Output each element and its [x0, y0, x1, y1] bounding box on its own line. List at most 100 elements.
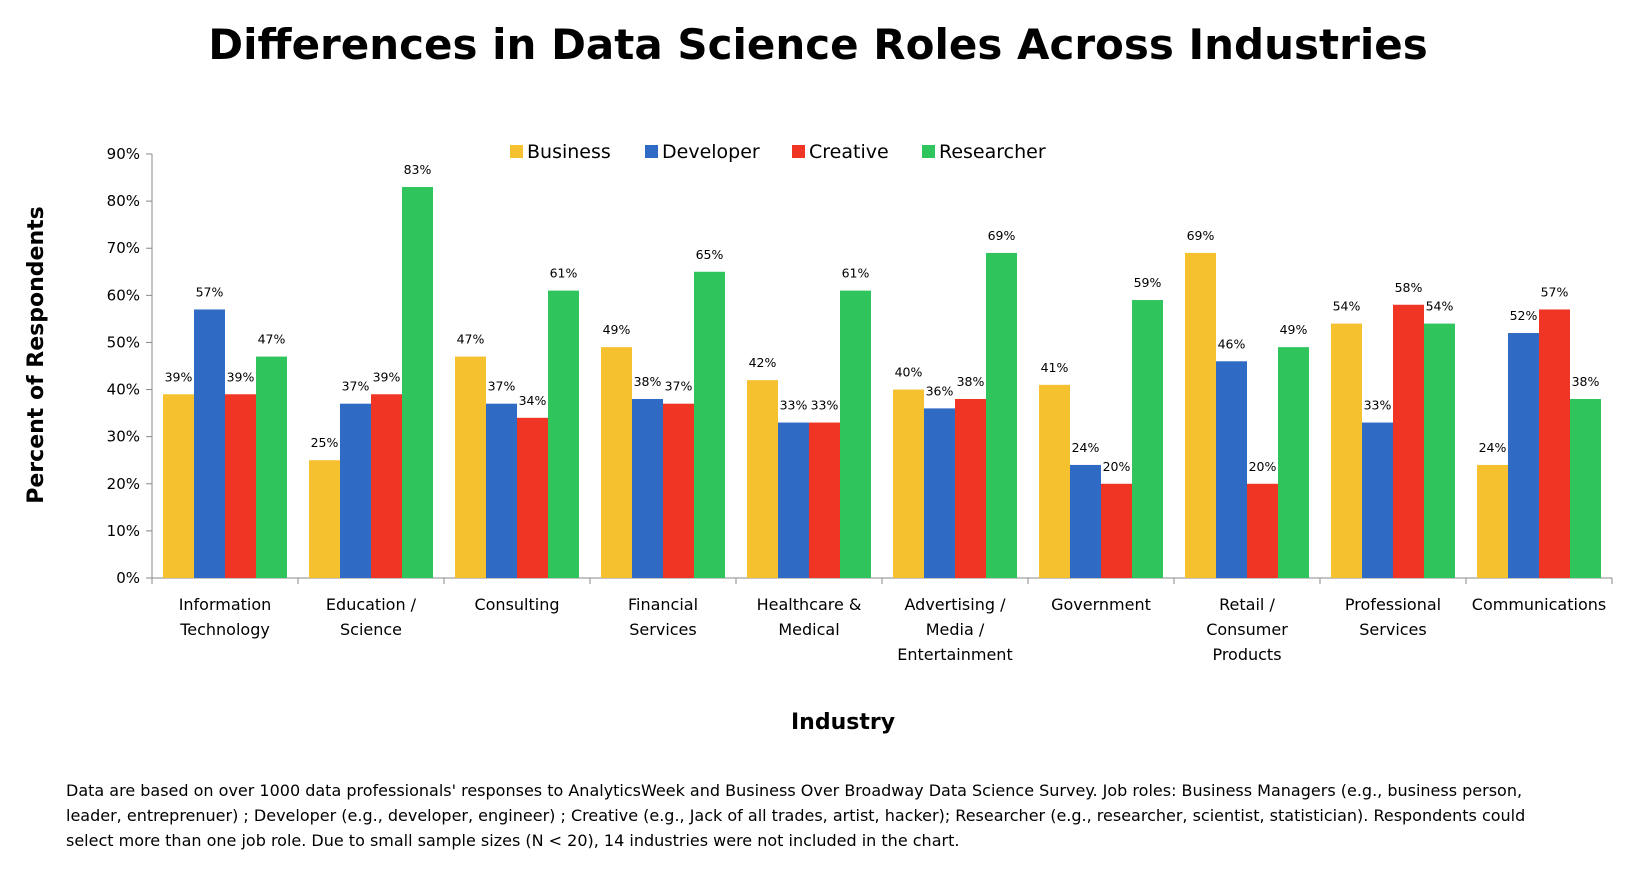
- data-label: 57%: [196, 284, 224, 299]
- data-label: 20%: [1249, 459, 1277, 474]
- bar-business: [455, 356, 486, 578]
- data-label: 59%: [1134, 275, 1162, 290]
- data-label: 24%: [1072, 440, 1100, 455]
- y-tick-label: 70%: [107, 239, 140, 257]
- x-tick-label: Professional: [1345, 595, 1441, 614]
- legend-label-creative: Creative: [809, 141, 889, 163]
- x-tick-label: Consulting: [474, 595, 559, 614]
- bar-business: [1039, 384, 1070, 578]
- bar-creative: [955, 398, 986, 578]
- bar-business: [163, 394, 194, 578]
- bar-creative: [663, 403, 694, 578]
- data-label: 33%: [811, 398, 839, 413]
- bar-researcher: [1424, 323, 1455, 578]
- y-tick-label: 50%: [107, 333, 140, 351]
- bar-researcher: [840, 290, 871, 578]
- y-tick-label: 0%: [116, 569, 140, 587]
- data-label: 47%: [258, 332, 286, 347]
- bar-business: [309, 460, 340, 578]
- data-label: 61%: [550, 266, 578, 281]
- legend: Business Developer Creative Researcher: [510, 141, 1046, 163]
- data-label: 61%: [842, 266, 870, 281]
- data-label: 33%: [1364, 398, 1392, 413]
- bar-business: [1331, 323, 1362, 578]
- x-tick-label: Science: [340, 620, 402, 639]
- data-label: 65%: [696, 247, 724, 262]
- data-label: 38%: [1572, 374, 1600, 389]
- legend-label-researcher: Researcher: [939, 141, 1046, 163]
- bar-developer: [1362, 422, 1393, 578]
- y-axis: 0% 10% 20% 30% 40% 50% 60% 70% 80% 90%: [107, 145, 1613, 587]
- data-label: 47%: [457, 332, 485, 347]
- data-label: 57%: [1541, 284, 1569, 299]
- data-label: 69%: [988, 228, 1016, 243]
- y-tick-label: 40%: [107, 381, 140, 399]
- bar-developer: [778, 422, 809, 578]
- bar-creative: [225, 394, 256, 578]
- bar-researcher: [986, 252, 1017, 578]
- bar-creative: [1393, 304, 1424, 578]
- data-label: 83%: [404, 162, 432, 177]
- data-labels: 39%25%47%49%42%40% 41%69%54%24%57%37% 37% 3…: [165, 162, 1600, 474]
- y-tick-label: 80%: [107, 192, 140, 210]
- chart-title: Differences in Data Science Roles Across…: [208, 20, 1428, 69]
- data-label: 38%: [634, 374, 662, 389]
- x-tick-label: Services: [629, 620, 696, 639]
- y-tick-label: 30%: [107, 428, 140, 446]
- x-tick-label: Retail /: [1219, 595, 1275, 614]
- bar-researcher: [402, 186, 433, 578]
- bar-developer: [1508, 333, 1539, 578]
- data-label: 52%: [1510, 308, 1538, 323]
- x-tick-label: Advertising /: [905, 595, 1007, 614]
- legend-swatch-creative: [792, 145, 805, 158]
- bar-developer: [340, 403, 371, 578]
- x-tick-label: Information: [179, 595, 272, 614]
- data-label: 20%: [1103, 459, 1131, 474]
- legend-swatch-business: [510, 145, 523, 158]
- x-tick-label: Products: [1212, 645, 1281, 664]
- data-label: 54%: [1333, 299, 1361, 314]
- bar-developer: [1070, 464, 1101, 578]
- legend-label-business: Business: [527, 141, 611, 163]
- bar-developer: [194, 309, 225, 578]
- bar-developer: [924, 408, 955, 578]
- bar-creative: [1539, 309, 1570, 578]
- data-label: 37%: [342, 379, 370, 394]
- bar-business: [1185, 252, 1216, 578]
- data-label: 54%: [1426, 299, 1454, 314]
- bar-creative: [1247, 483, 1278, 578]
- bar-researcher: [1132, 300, 1163, 578]
- data-label: 69%: [1187, 228, 1215, 243]
- y-axis-title: Percent of Respondents: [24, 206, 49, 503]
- x-tick-label: Healthcare &: [757, 595, 862, 614]
- bar-creative: [1101, 483, 1132, 578]
- x-axis-title: Industry: [791, 710, 895, 735]
- y-tick-label: 20%: [107, 475, 140, 493]
- bar-researcher: [1278, 347, 1309, 578]
- bars: [163, 186, 1601, 578]
- bar-business: [893, 389, 924, 578]
- data-label: 24%: [1479, 440, 1507, 455]
- bar-researcher: [1570, 398, 1601, 578]
- bar-developer: [632, 398, 663, 578]
- bar-business: [601, 347, 632, 578]
- data-label: 41%: [1041, 360, 1069, 375]
- data-label: 42%: [749, 355, 777, 370]
- legend-swatch-researcher: [922, 145, 935, 158]
- x-tick-label: Services: [1359, 620, 1426, 639]
- bar-creative: [371, 394, 402, 578]
- bar-developer: [1216, 361, 1247, 578]
- bar-creative: [809, 422, 840, 578]
- data-label: 25%: [311, 435, 339, 450]
- x-tick-label: Medical: [778, 620, 839, 639]
- data-label: 39%: [165, 369, 193, 384]
- x-tick-label: Education /: [326, 595, 417, 614]
- x-tick-label: Financial: [628, 595, 698, 614]
- bar-creative: [517, 417, 548, 578]
- legend-label-developer: Developer: [662, 141, 760, 163]
- bar-developer: [486, 403, 517, 578]
- y-tick-label: 90%: [107, 145, 140, 163]
- x-tick-label: Technology: [179, 620, 270, 639]
- data-label: 33%: [780, 398, 808, 413]
